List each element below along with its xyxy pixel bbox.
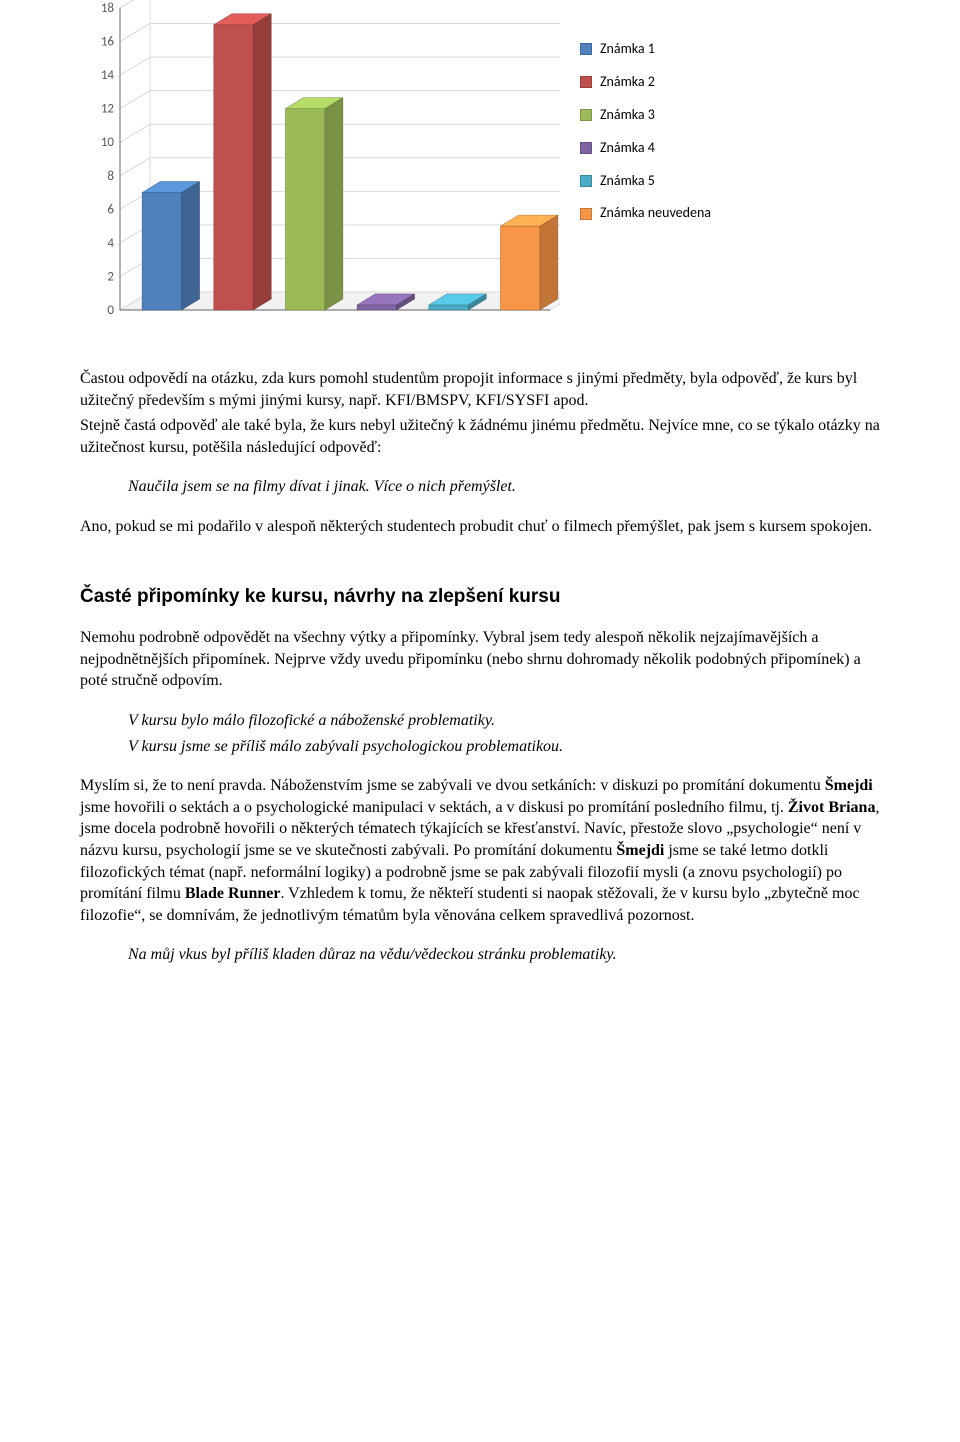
quote-text: V kursu bylo málo filozofické a nábožens… xyxy=(128,710,880,732)
paragraph: Nemohu podrobně odpovědět na všechny výt… xyxy=(80,627,880,692)
chart-area: 0 2 4 6 8 10 12 14 16 18 Známka 1 Známka 2 Známka 3… xyxy=(80,0,880,340)
svg-text:14: 14 xyxy=(101,68,115,83)
quote-text: Naučila jsem se na filmy dívat i jinak. … xyxy=(128,476,880,498)
body-text: Častou odpovědí na otázku, zda kurs pomo… xyxy=(80,368,880,411)
legend-label: Známka 5 xyxy=(600,172,655,191)
svg-text:6: 6 xyxy=(107,202,114,217)
legend-swatch xyxy=(580,76,592,88)
svg-text:16: 16 xyxy=(101,35,115,50)
quote-block: V kursu bylo málo filozofické a nábožens… xyxy=(80,710,880,757)
svg-text:12: 12 xyxy=(101,102,115,117)
svg-text:10: 10 xyxy=(101,135,115,150)
legend-item: Známka 5 xyxy=(580,172,711,191)
legend-label: Známka neuvedena xyxy=(600,204,711,223)
legend-item: Známka neuvedena xyxy=(580,204,711,223)
section-heading: Časté připomínky ke kursu, návrhy na zle… xyxy=(80,584,880,610)
quote-block: Na můj vkus byl příliš kladen důraz na v… xyxy=(80,944,880,966)
legend-label: Známka 2 xyxy=(600,73,655,92)
paragraph: Myslím si, že to není pravda. Náboženstv… xyxy=(80,775,880,926)
quote-block: Naučila jsem se na filmy dívat i jinak. … xyxy=(80,476,880,498)
body-text: Ano, pokud se mi podařilo v alespoň někt… xyxy=(80,516,880,538)
svg-text:0: 0 xyxy=(107,303,114,318)
legend-swatch xyxy=(580,175,592,187)
body-text: Nemohu podrobně odpovědět na všechny výt… xyxy=(80,627,880,692)
paragraph: Ano, pokud se mi podařilo v alespoň někt… xyxy=(80,516,880,538)
legend-swatch xyxy=(580,142,592,154)
svg-text:18: 18 xyxy=(101,1,115,16)
paragraph: Častou odpovědí na otázku, zda kurs pomo… xyxy=(80,368,880,458)
quote-text: Na můj vkus byl příliš kladen důraz na v… xyxy=(128,944,880,966)
chart-legend: Známka 1 Známka 2 Známka 3 Známka 4 Známka 5… xyxy=(580,40,711,237)
bar-chart-3d: 0 2 4 6 8 10 12 14 16 18 xyxy=(80,0,560,340)
legend-label: Známka 3 xyxy=(600,106,655,125)
legend-swatch xyxy=(580,43,592,55)
legend-item: Známka 3 xyxy=(580,106,711,125)
legend-item: Známka 2 xyxy=(580,73,711,92)
svg-text:8: 8 xyxy=(107,169,114,184)
svg-text:4: 4 xyxy=(107,236,114,251)
legend-swatch xyxy=(580,208,592,220)
legend-label: Známka 1 xyxy=(600,40,655,59)
body-text: Myslím si, že to není pravda. Náboženstv… xyxy=(80,775,880,926)
svg-text:2: 2 xyxy=(107,269,114,284)
legend-item: Známka 1 xyxy=(580,40,711,59)
legend-label: Známka 4 xyxy=(600,139,655,158)
body-text: Stejně častá odpověď ale také byla, že k… xyxy=(80,415,880,458)
quote-text: V kursu jsme se příliš málo zabývali psy… xyxy=(128,736,880,758)
legend-swatch xyxy=(580,109,592,121)
legend-item: Známka 4 xyxy=(580,139,711,158)
